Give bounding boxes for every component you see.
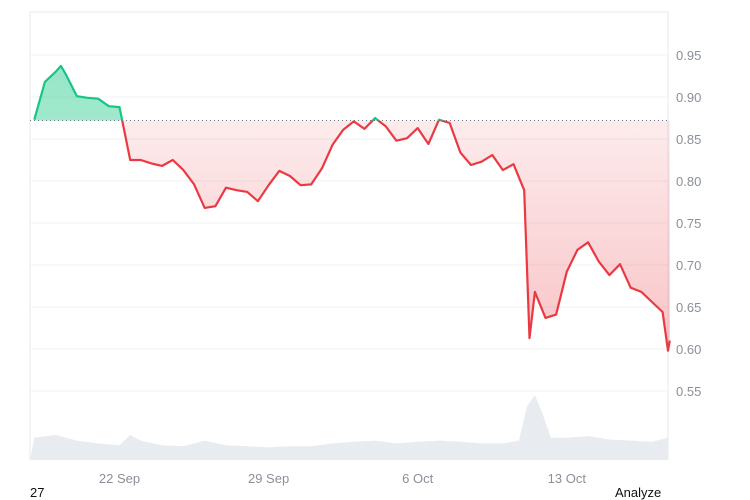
x-tick-label: 13 Oct [548, 471, 587, 486]
x-tick-label: 6 Oct [402, 471, 433, 486]
y-tick-label: 0.80 [676, 174, 701, 189]
x-axis: 22 Sep 29 Sep 6 Oct 13 Oct [99, 471, 586, 486]
x-tick-label: 29 Sep [248, 471, 289, 486]
area-below-baseline [34, 120, 670, 351]
y-tick-label: 0.65 [676, 300, 701, 315]
y-tick-label: 0.60 [676, 342, 701, 357]
area-above-baseline [34, 65, 442, 121]
footer-left-label: 27 [30, 485, 45, 500]
y-tick-label: 0.55 [676, 384, 701, 399]
volume-area-shape [30, 395, 668, 460]
volume-area [30, 395, 668, 460]
y-tick-label: 0.85 [676, 132, 701, 147]
x-tick-label: 22 Sep [99, 471, 140, 486]
y-tick-label: 0.70 [676, 258, 701, 273]
price-line-below [121, 120, 671, 352]
y-tick-label: 0.95 [676, 48, 701, 63]
y-axis: 0.95 0.90 0.85 0.80 0.75 0.70 0.65 0.60 0.55 [676, 48, 701, 399]
analyze-button[interactable]: Analyze [615, 485, 662, 500]
y-tick-label: 0.75 [676, 216, 701, 231]
y-tick-label: 0.90 [676, 90, 701, 105]
